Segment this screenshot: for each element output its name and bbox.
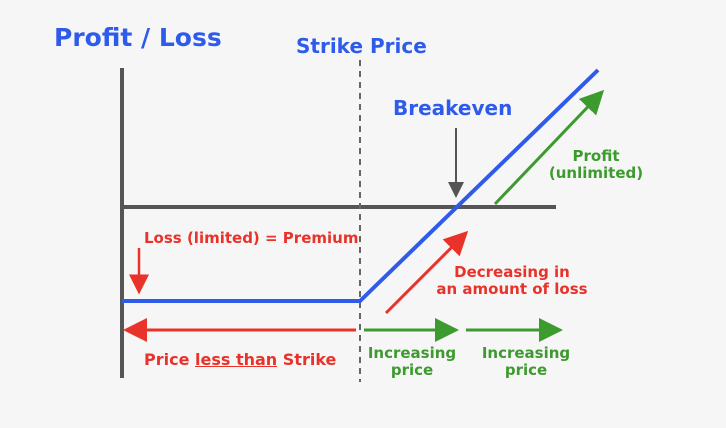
increasing-price-1-line-2: price <box>390 360 434 379</box>
profit-label-line-1: Profit <box>572 147 620 165</box>
price-less-prefix: Price <box>144 350 196 369</box>
increasing-price-1-line-1: Increasing <box>367 344 457 362</box>
price-less-underlined: less than <box>195 350 278 369</box>
price-less-suffix: Strike <box>277 350 337 369</box>
profit-arrow <box>493 89 605 206</box>
increasing-price-label-1: Increasing price <box>356 345 468 378</box>
breakeven-label: Breakeven <box>393 96 513 120</box>
payoff-line <box>122 68 600 303</box>
increasing-price-label-2: Increasing price <box>470 345 582 378</box>
increasing-price-2-line-1: Increasing <box>481 344 571 362</box>
decreasing-loss-arrow <box>384 230 469 315</box>
decreasing-loss-line-1: Decreasing in <box>454 263 570 281</box>
loss-label: Loss (limited) = Premium <box>144 229 359 247</box>
price-less-than-strike-label: Price less than Strike <box>144 351 336 369</box>
profit-label: Profit (unlimited) <box>540 148 652 181</box>
decreasing-loss-label: Decreasing in an amount of loss <box>422 264 602 297</box>
y-axis-title: Profit / Loss <box>54 23 222 52</box>
strike-price-label: Strike Price <box>296 34 427 58</box>
decreasing-loss-line-2: an amount of loss <box>436 279 588 298</box>
profit-label-line-2: (unlimited) <box>548 163 644 182</box>
increasing-price-2-line-2: price <box>504 360 548 379</box>
